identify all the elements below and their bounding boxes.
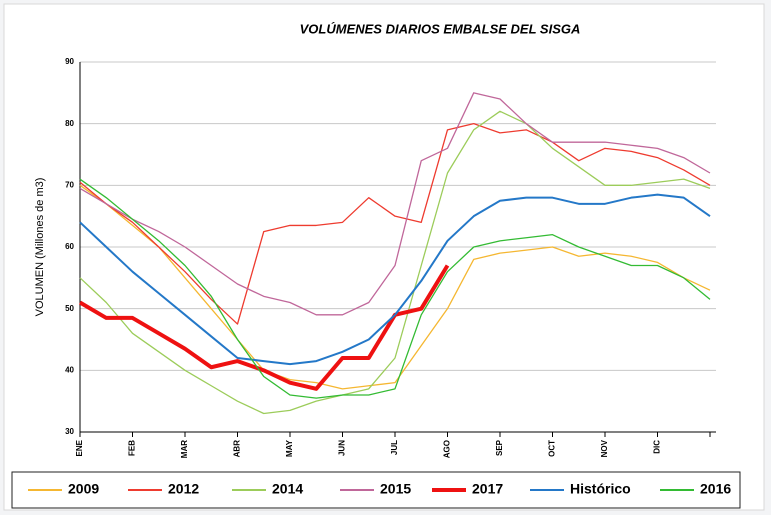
legend-label: 2012 [168,481,199,497]
x-tick-label: MAY [285,439,294,457]
legend-label: 2016 [700,481,731,497]
x-tick-label: ABR [233,440,242,458]
y-tick-label: 30 [65,427,74,436]
legend-label: 2009 [68,481,99,497]
x-tick-label: MAR [180,440,189,458]
legend-label: 2014 [272,481,303,497]
legend-label: 2015 [380,481,411,497]
chart-title: VOLÚMENES DIARIOS EMBALSE DEL SISGA [300,21,581,36]
series-line [79,123,711,325]
y-tick-label: 40 [65,365,74,374]
legend-box [11,471,741,509]
legend-label: Histórico [570,481,631,497]
series-line [79,110,711,415]
series-line [79,193,711,366]
x-tick-label: NOV [600,439,609,457]
y-tick-label: 60 [65,242,74,251]
x-tick-label: SEP [495,439,504,456]
y-tick-label: 70 [65,180,74,189]
x-tick-label: DIC [653,440,662,454]
x-tick-label: JUL [390,440,399,455]
series-line [79,92,711,316]
series-line [79,178,711,399]
y-tick-label: 50 [65,304,74,313]
panel [3,3,765,511]
series-line [78,264,450,391]
y-axis-label: VOLUMEN (Millones de m3) [34,178,46,317]
x-tick-label: AGO [443,440,452,458]
y-tick-label: 90 [65,57,74,66]
x-tick-label: FEB [128,440,137,456]
x-tick-label: JUN [338,440,347,456]
legend-label: 2017 [472,481,503,497]
x-tick-label: OCT [548,440,557,457]
y-tick-label: 80 [65,119,74,128]
series-line [79,184,711,390]
x-tick-label: ENE [75,439,84,456]
